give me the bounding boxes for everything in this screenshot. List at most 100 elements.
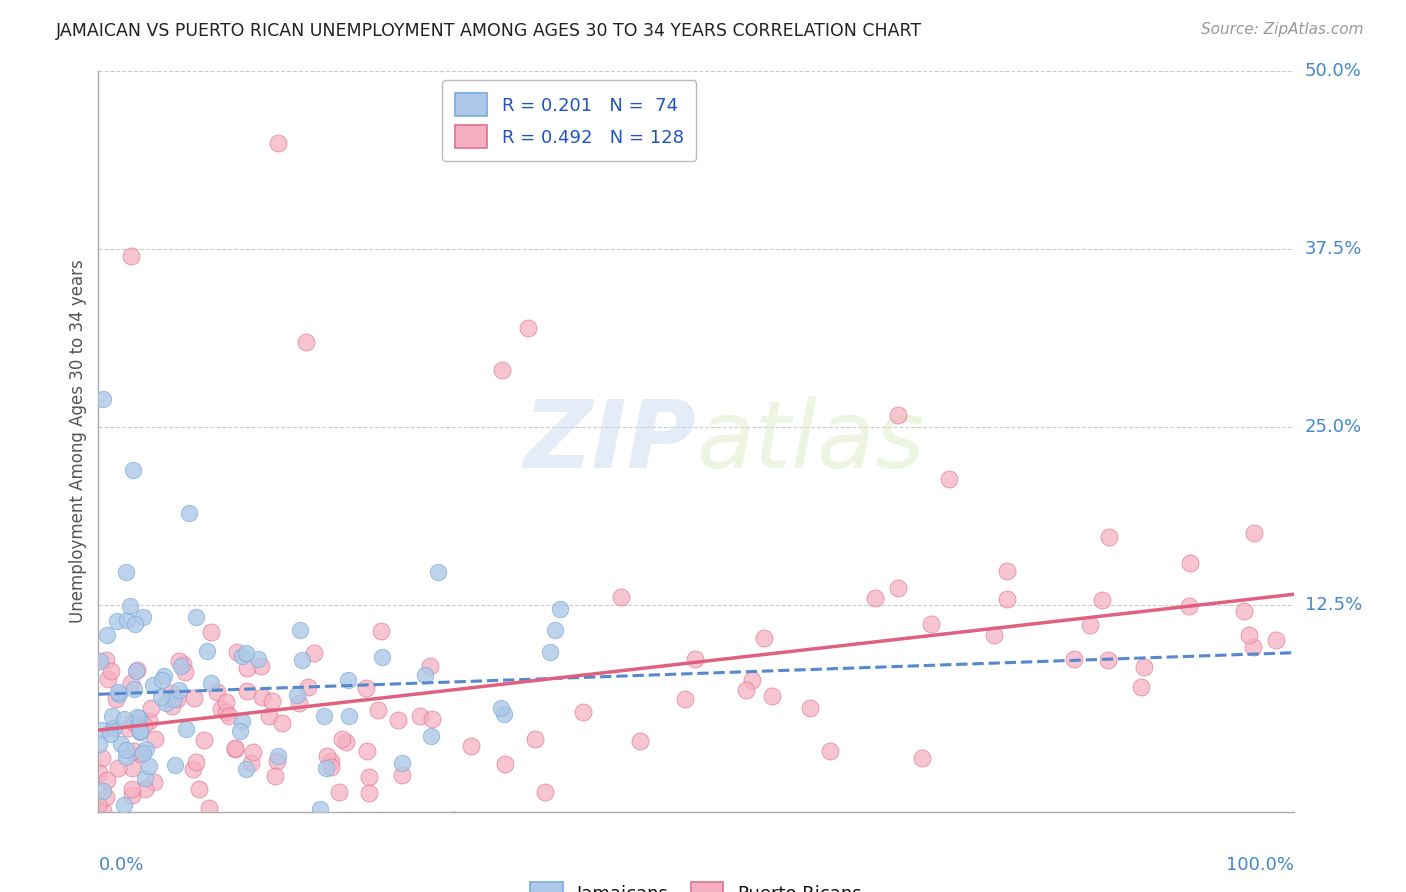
Point: [297, 680, 319, 694]
Point: [91, 392, 114, 406]
Point: [167, 682, 190, 697]
Point: [122, 744, 145, 758]
Point: [337, 673, 360, 687]
Point: [143, 774, 166, 789]
Point: [174, 665, 197, 679]
Point: [225, 645, 247, 659]
Point: [96, 772, 118, 787]
Point: [330, 731, 353, 746]
Point: [285, 688, 308, 702]
Point: [114, 566, 136, 580]
Point: [183, 762, 205, 776]
Point: [328, 785, 350, 799]
Text: 12.5%: 12.5%: [1305, 596, 1362, 615]
Point: [131, 609, 153, 624]
Point: [1098, 530, 1121, 544]
Point: [538, 645, 561, 659]
Point: [523, 732, 546, 747]
Point: [302, 646, 325, 660]
Point: [370, 649, 392, 664]
Point: [120, 249, 142, 264]
Point: [91, 751, 114, 765]
Point: [115, 749, 138, 764]
Point: [385, 854, 408, 868]
Point: [356, 744, 378, 758]
Text: ZIP: ZIP: [523, 395, 696, 488]
Point: [184, 609, 207, 624]
Point: [799, 701, 821, 715]
Point: [128, 711, 150, 725]
Text: JAMAICAN VS PUERTO RICAN UNEMPLOYMENT AMONG AGES 30 TO 34 YEARS CORRELATION CHAR: JAMAICAN VS PUERTO RICAN UNEMPLOYMENT AM…: [56, 22, 922, 40]
Point: [235, 646, 257, 660]
Point: [167, 654, 190, 668]
Point: [125, 664, 148, 678]
Point: [250, 659, 273, 673]
Point: [138, 759, 160, 773]
Point: [367, 702, 389, 716]
Point: [1264, 633, 1286, 648]
Point: [270, 716, 292, 731]
Text: atlas: atlas: [696, 396, 924, 487]
Point: [460, 739, 482, 754]
Point: [422, 712, 444, 726]
Point: [252, 690, 274, 705]
Point: [89, 654, 111, 668]
Point: [105, 614, 128, 628]
Point: [100, 665, 122, 679]
Point: [443, 813, 465, 827]
Point: [290, 623, 312, 637]
Point: [865, 591, 887, 605]
Point: [1091, 593, 1114, 607]
Point: [150, 690, 173, 705]
Point: [127, 709, 149, 723]
Point: [134, 782, 156, 797]
Point: [215, 695, 238, 709]
Point: [236, 661, 259, 675]
Point: [141, 701, 163, 715]
Point: [319, 760, 342, 774]
Point: [91, 723, 114, 737]
Point: [264, 769, 287, 783]
Point: [319, 754, 342, 768]
Point: [110, 738, 132, 752]
Point: [266, 749, 288, 764]
Point: [97, 672, 120, 686]
Point: [1243, 526, 1265, 541]
Point: [356, 681, 378, 696]
Point: [195, 644, 218, 658]
Point: [231, 714, 253, 728]
Point: [107, 684, 129, 698]
Point: [610, 591, 633, 605]
Point: [135, 742, 157, 756]
Point: [259, 709, 281, 723]
Point: [818, 744, 841, 758]
Point: [370, 624, 392, 638]
Point: [267, 136, 290, 150]
Point: [155, 696, 177, 710]
Point: [544, 623, 567, 637]
Point: [1178, 557, 1201, 571]
Point: [260, 694, 283, 708]
Point: [218, 709, 240, 723]
Point: [572, 705, 595, 719]
Point: [1133, 659, 1156, 673]
Point: [153, 669, 176, 683]
Point: [193, 733, 215, 747]
Legend: Jamaicans, Puerto Ricans: Jamaicans, Puerto Ricans: [522, 872, 870, 892]
Point: [548, 601, 571, 615]
Point: [115, 613, 138, 627]
Point: [89, 765, 111, 780]
Point: [89, 814, 111, 828]
Point: [107, 762, 129, 776]
Point: [287, 696, 309, 710]
Point: [761, 689, 783, 703]
Point: [359, 771, 381, 785]
Point: [413, 668, 436, 682]
Point: [1241, 640, 1264, 655]
Point: [159, 686, 181, 700]
Point: [138, 714, 160, 728]
Point: [920, 616, 942, 631]
Point: [186, 756, 208, 770]
Point: [426, 565, 449, 579]
Point: [134, 718, 156, 732]
